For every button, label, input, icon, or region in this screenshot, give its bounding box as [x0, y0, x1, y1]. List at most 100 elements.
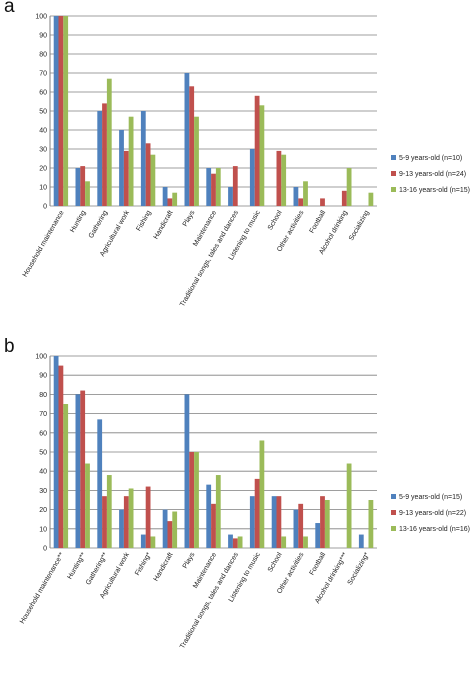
b-bar-3 [215, 475, 221, 548]
b-bar-1 [315, 523, 321, 548]
b-bar-2 [123, 496, 129, 548]
b-category-label: Football [309, 551, 328, 576]
b-bar-2 [102, 496, 107, 548]
b-y-tick-label: 10 [39, 526, 47, 533]
b-bar-3 [150, 536, 156, 548]
a-bar-3 [368, 192, 374, 206]
b-legend-label: 9-13 years-old (n=22) [399, 510, 466, 517]
a-category-label: School [267, 209, 284, 231]
a-bar-1 [75, 168, 81, 206]
a-bar-2 [298, 198, 304, 206]
a-legend-swatch [391, 171, 396, 176]
b-bar-2 [232, 538, 238, 548]
a-y-tick-label: 10 [39, 185, 47, 192]
b-bar-3 [194, 452, 199, 548]
b-y-tick-label: 80 [39, 392, 47, 399]
a-bar-1 [184, 73, 190, 206]
a-bar-2 [211, 173, 216, 206]
a-category-label: Gathering [88, 209, 109, 239]
bar-chart-a: 0 10 20 30 40 50 60 70 80 90 100 Household maintena… [22, 14, 470, 309]
b-bar-2 [298, 503, 304, 548]
b-y-tick-label: 40 [39, 469, 47, 476]
b-bar-3 [346, 463, 352, 548]
b-bar-3 [85, 463, 90, 548]
a-bar-2 [189, 86, 195, 206]
b-bar-3 [128, 488, 134, 548]
b-bar-3 [63, 404, 69, 548]
chart-panel-a: a 0 10 20 30 40 50 60 70 80 90 100 Household mainte… [0, 0, 473, 332]
b-legend-label: 5-9 years-old (n=15) [399, 494, 462, 501]
a-bar-2 [167, 198, 173, 206]
a-bar-3 [303, 181, 308, 206]
b-y-tick-label: 0 [43, 546, 47, 553]
a-bar-2 [58, 16, 64, 206]
a-legend-swatch [391, 155, 396, 160]
b-bar-3 [303, 536, 308, 548]
b-category-label: Gathering** [85, 551, 109, 586]
a-legend-swatch [391, 187, 396, 192]
a-y-tick-label: 60 [39, 90, 47, 97]
a-bar-2 [123, 150, 129, 206]
b-bar-2 [254, 478, 260, 548]
b-legend-label: 13-16 years-old (n=16) [399, 526, 470, 533]
a-bar-2 [232, 166, 238, 206]
b-bar-1 [228, 534, 233, 548]
b-bar-1 [53, 356, 59, 548]
a-legend-label: 9-13 years-old (n=24) [399, 171, 466, 178]
chart-panel-b: b 0 10 20 30 40 50 60 70 80 90 100 Household mainte… [0, 336, 473, 673]
a-bar-3 [85, 181, 90, 206]
a-bar-3 [346, 168, 352, 206]
b-bar-3 [172, 511, 178, 548]
a-category-label: Household maintenance [22, 209, 66, 278]
b-y-tick-label: 100 [35, 354, 47, 361]
b-bar-1 [162, 509, 168, 548]
b-category-label: Plays [182, 551, 197, 570]
b-bar-2 [167, 521, 173, 548]
a-y-tick-label: 80 [39, 52, 47, 59]
a-category-label: Socializing [348, 209, 371, 242]
a-bar-3 [63, 16, 69, 206]
a-y-tick-label: 70 [39, 71, 47, 78]
b-bar-1 [140, 534, 146, 548]
b-bar-2 [320, 496, 325, 548]
b-category-label: School [267, 551, 284, 573]
b-bar-2 [58, 365, 64, 548]
b-bar-1 [293, 509, 299, 548]
a-category-label: Fishing [135, 209, 152, 232]
a-bar-1 [293, 187, 299, 206]
b-bar-2 [211, 503, 216, 548]
bar-chart-b: 0 10 20 30 40 50 60 70 80 90 100 Household maintena… [19, 354, 470, 651]
b-category-label: Socializing* [347, 551, 371, 586]
a-bar-2 [276, 150, 282, 206]
a-bar-3 [150, 154, 156, 206]
a-bar-1 [162, 187, 168, 206]
b-legend-swatch [391, 510, 396, 515]
a-category-label: Football [309, 209, 328, 234]
b-y-tick-label: 60 [39, 430, 47, 437]
a-bar-2 [254, 95, 260, 206]
b-bar-2 [276, 496, 282, 548]
b-y-tick-label: 30 [39, 488, 47, 495]
b-bar-3 [281, 536, 287, 548]
a-bar-1 [97, 111, 103, 206]
b-bar-3 [368, 500, 374, 548]
a-bar-2 [80, 166, 86, 206]
a-bar-2 [341, 190, 347, 206]
b-bar-1 [119, 509, 124, 548]
a-category-label: Plays [182, 209, 197, 228]
b-bar-3 [259, 440, 265, 548]
a-bar-2 [145, 143, 151, 206]
b-bar-1 [358, 534, 364, 548]
a-bar-1 [140, 111, 146, 206]
b-bar-3 [324, 500, 330, 548]
b-bar-1 [75, 394, 81, 548]
a-legend-label: 5-9 years-old (n=10) [399, 155, 462, 162]
a-y-tick-label: 20 [39, 166, 47, 173]
a-bar-1 [53, 16, 59, 206]
a-bar-3 [281, 154, 287, 206]
b-bar-1 [206, 484, 212, 548]
a-bar-2 [102, 103, 107, 206]
b-bar-2 [145, 486, 151, 548]
a-category-label: Hunting [69, 209, 87, 233]
b-category-label: Fishing* [134, 551, 153, 577]
